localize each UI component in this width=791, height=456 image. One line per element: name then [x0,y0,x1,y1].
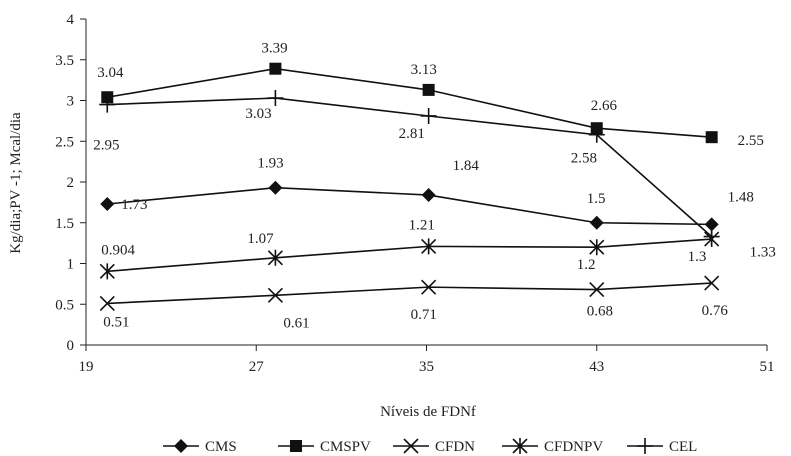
data-point [421,188,436,203]
x-tick-label: 51 [760,359,775,375]
data-label: 3.13 [411,62,437,78]
legend-item-cel: CEL [627,438,697,455]
legend-label: CFDN [435,439,475,455]
data-point [99,295,115,312]
x-tick-label: 27 [249,359,265,375]
data-label: 1.48 [728,189,754,205]
legend-label: CMSPV [320,439,371,455]
y-tick-label: 2.5 [55,134,74,150]
data-point [589,282,605,298]
legend-swatch-marker [637,438,653,454]
y-axis-title: Kg/dia;PV -1; Mcal/dia [8,112,24,254]
y-tick-label: 0.5 [55,297,74,313]
data-point [100,197,115,212]
data-label: 0.61 [283,315,309,331]
data-point [421,238,437,255]
x-tick-label: 43 [589,359,604,375]
series-line [107,97,713,238]
data-point [421,279,437,295]
data-label: 0.68 [587,304,613,320]
data-label: 1.21 [409,217,435,233]
data-point [704,217,719,232]
data-label: 2.81 [399,126,425,142]
data-label: 0.904 [101,242,135,258]
legend-label: CEL [669,439,697,455]
y-tick-label: 0 [67,338,75,354]
data-label: 1.93 [257,156,283,172]
data-point [703,228,720,245]
data-point [705,131,718,144]
y-tick-label: 1.5 [55,216,74,232]
y-tick-label: 2 [67,175,75,191]
series-cel [99,90,720,245]
y-tick-label: 1 [67,257,75,273]
data-point [589,239,605,256]
legend-swatch-marker [512,438,528,454]
y-tick-label: 3.5 [55,53,74,69]
x-tick-label: 19 [79,359,94,375]
legend-item-cms: CMS [163,439,237,455]
data-point [422,83,435,96]
data-label: 1.2 [577,257,596,273]
data-point [267,90,284,107]
data-point [99,263,115,280]
series-cms [100,180,719,232]
data-point [589,215,604,230]
series-cfdnpv [99,231,720,280]
x-tick-label: 35 [419,359,434,375]
data-label: 1.5 [587,191,606,207]
legend-swatch-marker [290,440,302,452]
data-label: 3.04 [97,65,124,81]
legend-label: CFDNPV [544,439,603,455]
legend-item-cfdnpv: CFDNPV [502,438,603,455]
data-label: 2.95 [93,138,119,154]
data-label: 2.55 [738,133,764,149]
data-label: 1.07 [247,231,274,247]
legend-item-cfdn: CFDN [393,438,475,455]
series-line [107,238,712,273]
legend-swatch-marker [403,438,419,454]
data-labels: 1.73 1.93 1.84 1.5 1.48 3.04 3.39 3.13 2.66 2.55 0… [93,41,776,332]
data-label: 1.84 [453,158,480,174]
data-point [267,287,283,303]
data-label: 3.39 [261,41,287,57]
data-label: 0.76 [702,303,729,319]
series-layer [99,62,720,312]
series-cfdn [99,275,720,312]
data-point [588,126,605,143]
legend-swatch-marker [174,439,188,453]
data-label: 2.66 [591,98,618,114]
data-label: 3.03 [245,106,271,122]
legend: CMS CMSPV CFDN CFDNPV CEL [163,438,697,455]
y-tick-label: 4 [67,12,75,28]
data-point [267,249,283,266]
x-axis-title: Níveis de FDNf [380,404,476,420]
data-label: 1.73 [121,197,147,213]
data-label: 1.3 [688,249,707,265]
data-point [704,275,720,291]
y-tick-label: 3 [67,94,75,110]
data-label: 0.51 [103,314,129,330]
data-point [99,96,116,113]
data-point [420,107,437,124]
legend-item-cmspv: CMSPV [278,439,371,455]
legend-label: CMS [205,439,237,455]
data-label: 2.58 [571,151,597,167]
data-label: 0.71 [411,307,437,323]
series-line [107,282,712,305]
data-label: 1.33 [750,245,776,261]
data-point [269,62,282,75]
data-point [268,180,283,195]
